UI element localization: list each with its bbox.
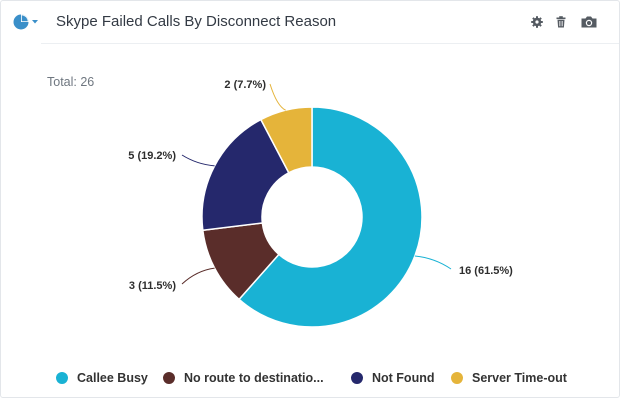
chart-type-dropdown[interactable] bbox=[11, 12, 43, 32]
data-label-no-route: 3 (11.5%) bbox=[129, 280, 176, 292]
delete-button[interactable] bbox=[552, 13, 570, 31]
pie-chart-icon bbox=[13, 14, 38, 30]
legend-label: Callee Busy bbox=[77, 371, 148, 385]
trash-icon bbox=[556, 16, 566, 28]
legend-dot bbox=[163, 372, 175, 384]
header-divider bbox=[41, 43, 619, 44]
legend-label: No route to destinatio... bbox=[184, 371, 324, 385]
legend-item-not-found[interactable]: Not Found bbox=[351, 367, 434, 389]
total-label: Total: 26 bbox=[47, 75, 95, 89]
connector-server-timeout bbox=[269, 83, 286, 111]
legend-item-server-timeout[interactable]: Server Time-out bbox=[451, 367, 567, 389]
data-label-callee-busy: 16 (61.5%) bbox=[459, 265, 513, 277]
legend-item-callee-busy[interactable]: Callee Busy bbox=[56, 367, 148, 389]
slice-server-timeout[interactable] bbox=[259, 106, 313, 174]
legend-dot bbox=[451, 372, 463, 384]
connector-callee-busy bbox=[414, 255, 452, 270]
donut-chart: 16 (61.5%) 3 (11.5%) 5 (19.2%) 2 (7.7%) bbox=[128, 79, 513, 328]
legend-label: Server Time-out bbox=[472, 371, 567, 385]
camera-icon bbox=[581, 16, 597, 28]
snapshot-button[interactable] bbox=[579, 13, 599, 31]
gear-icon bbox=[531, 16, 543, 28]
chart-legend: Callee Busy No route to destinatio... No… bbox=[1, 367, 621, 391]
legend-item-no-route[interactable]: No route to destinatio... bbox=[163, 367, 324, 389]
connector-not-found bbox=[181, 154, 215, 167]
settings-button[interactable] bbox=[528, 13, 546, 31]
widget-header: Skype Failed Calls By Disconnect Reason bbox=[1, 1, 619, 43]
connector-no-route bbox=[181, 267, 215, 285]
legend-dot bbox=[351, 372, 363, 384]
slice-callee-busy[interactable] bbox=[237, 106, 423, 328]
chevron-down-icon bbox=[32, 20, 38, 24]
data-label-server-timeout: 2 (7.7%) bbox=[224, 79, 266, 91]
legend-dot bbox=[56, 372, 68, 384]
data-label-not-found: 5 (19.2%) bbox=[128, 150, 176, 162]
widget-title: Skype Failed Calls By Disconnect Reason bbox=[56, 13, 337, 30]
slice-not-found[interactable] bbox=[201, 118, 290, 232]
legend-label: Not Found bbox=[372, 371, 435, 385]
